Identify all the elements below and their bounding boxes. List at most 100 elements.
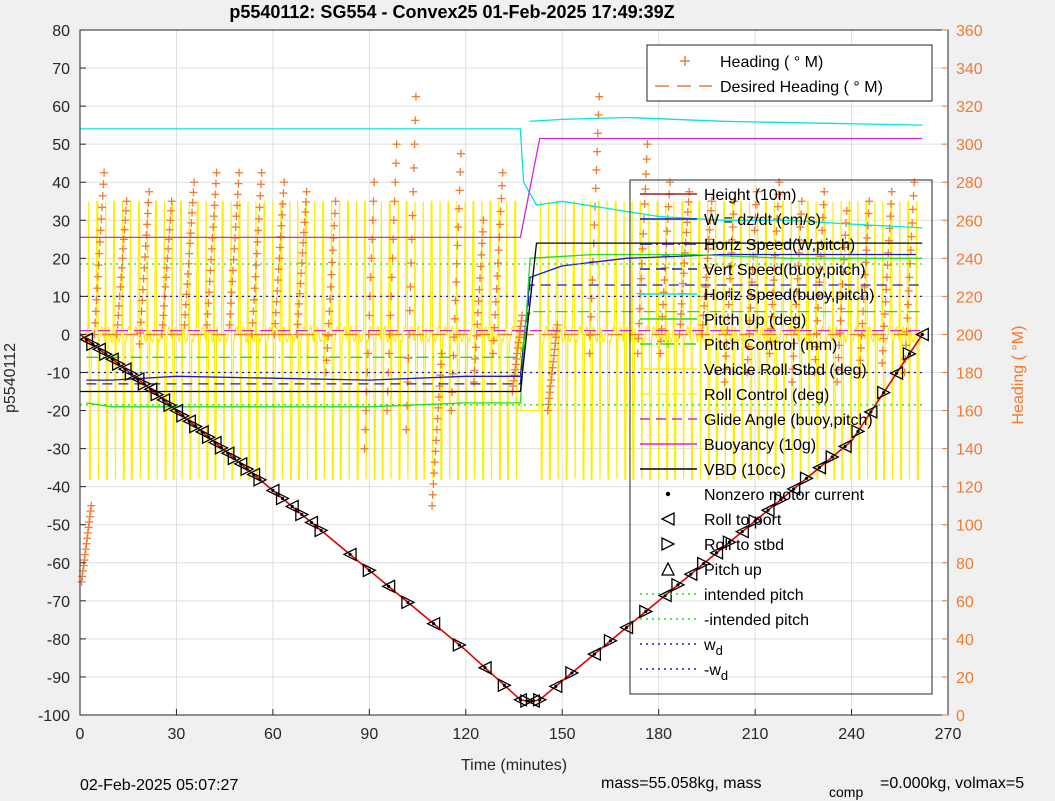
roll-stbd-marker xyxy=(163,398,178,413)
y-right-tick-label: 240 xyxy=(956,251,983,268)
y-right-tick-label: 320 xyxy=(956,99,983,116)
motor-current-dot xyxy=(882,390,886,395)
roll-stbd-marker xyxy=(639,604,654,619)
motor-current-dot xyxy=(290,504,294,509)
legend-label-text: Roll Control (deg) xyxy=(704,387,829,404)
y-right-tick-label: 360 xyxy=(956,23,983,40)
legend-main-label: Horiz Speed(W,pitch) xyxy=(704,237,855,254)
motor-current-dot xyxy=(608,639,613,643)
series-horiz-speed-buoy-pitch- xyxy=(80,128,923,229)
roll-port-marker xyxy=(265,483,280,498)
heading-burst xyxy=(855,197,874,377)
motor-current-dot xyxy=(432,622,436,626)
legend-main: Height (10m) W = dz/dt (cm/s) Horiz Speed(… xyxy=(629,179,933,695)
roll-stbd-marker xyxy=(497,678,512,693)
legend-main-label: Pitch up xyxy=(704,562,762,579)
y-tick-label: -80 xyxy=(47,632,70,649)
y-tick-label: -60 xyxy=(47,556,70,573)
footer-mass-b: =0.000kg, volmax=5 xyxy=(880,775,1024,792)
roll-stbd-marker xyxy=(401,595,416,610)
y-tick-label: 10 xyxy=(52,289,70,306)
legend-label-text: Roll to port xyxy=(704,512,782,529)
series-vbd-10cc- xyxy=(80,242,923,393)
x-axis-label: Time (minutes) xyxy=(461,757,567,774)
motor-current-dot xyxy=(309,520,314,525)
legend-label-text: -w xyxy=(704,662,721,679)
legend-label-text: Vert Speed(buoy,pitch) xyxy=(704,262,866,279)
roll-stbd-marker xyxy=(520,693,535,709)
y-right-tick-label: 60 xyxy=(956,594,974,611)
roll-stbd-marker xyxy=(671,577,686,592)
legend-label-text: Buoyancy (10g) xyxy=(704,437,816,454)
legend-label-text: Vehicle Roll Stbd (deg) xyxy=(704,362,867,379)
roll-stbd-marker xyxy=(603,633,618,648)
motor-current-dot xyxy=(644,609,648,614)
motor-current-dot xyxy=(483,666,487,670)
y-tick-label: 0 xyxy=(61,327,70,344)
motor-current-dot xyxy=(624,625,629,630)
legend-main-label: W = dz/dt (cm/s) xyxy=(704,212,821,229)
motor-current-dot xyxy=(817,466,822,470)
legend-main-label: Vehicle Roll Stbd (deg) xyxy=(704,362,867,379)
motor-current-dot xyxy=(856,429,860,433)
motor-current-dot xyxy=(319,528,323,533)
legend-label-text: Roll to stbd xyxy=(704,537,784,554)
roll-port-marker xyxy=(863,404,878,419)
y-right-axis-ticks: 3603403203002802602402202001801601401201… xyxy=(942,23,983,725)
motor-current-dot xyxy=(258,478,262,482)
y-right-tick-label: 280 xyxy=(956,175,983,192)
roll-port-marker xyxy=(426,616,441,631)
motor-current-dot xyxy=(830,455,834,459)
legend-label-subscript: d xyxy=(716,643,723,658)
y-right-tick-label: 40 xyxy=(956,632,974,649)
heading-burst xyxy=(788,197,806,387)
motor-current-dot xyxy=(348,552,352,557)
motor-current-dot xyxy=(367,568,371,572)
y-tick-label: 70 xyxy=(52,61,70,78)
motor-current-dot xyxy=(894,371,899,375)
heading-burst xyxy=(428,349,446,510)
roll-stbd-marker xyxy=(150,387,165,402)
motor-current-dot xyxy=(570,671,574,675)
motor-current-dot xyxy=(792,487,796,491)
heading-burst xyxy=(489,168,507,358)
roll-stbd-marker xyxy=(314,523,329,538)
heading-burst xyxy=(321,197,340,377)
roll-stbd-marker xyxy=(124,366,139,382)
legend-swatch-tri-left xyxy=(660,511,675,527)
y-right-tick-label: 80 xyxy=(956,556,974,573)
y-tick-label: -50 xyxy=(47,518,70,535)
roll-stbd-marker xyxy=(111,357,127,372)
roll-stbd-marker xyxy=(697,556,712,571)
series-buoyancy-10g- xyxy=(80,137,923,239)
y-tick-label: 80 xyxy=(52,23,70,40)
roll-stbd-marker xyxy=(253,472,268,487)
motor-current-dot xyxy=(129,372,134,376)
heading-burst xyxy=(402,92,420,434)
legend-main-label: Pitch Up (deg) xyxy=(704,312,806,329)
motor-current-dot xyxy=(280,496,285,501)
roll-port-marker xyxy=(657,588,672,603)
x-tick-label: 60 xyxy=(264,726,282,743)
legend-label-text: Pitch up xyxy=(704,562,762,579)
legend-label-text: Pitch Control (mm) xyxy=(704,337,837,354)
motor-current-dot xyxy=(168,403,172,407)
motor-current-dot xyxy=(753,519,757,523)
motor-current-dot xyxy=(804,476,809,480)
series-w-dz-dt-cm-s- xyxy=(86,253,916,381)
heading-burst xyxy=(810,187,829,377)
roll-stbd-marker xyxy=(214,440,229,455)
motor-current-dot xyxy=(502,683,506,687)
motor-current-dot xyxy=(155,392,159,397)
motor-current-dot xyxy=(689,572,693,576)
roll-port-marker xyxy=(381,579,396,594)
y-tick-label: -70 xyxy=(47,594,70,611)
motor-current-dot xyxy=(194,424,198,429)
y-right-tick-label: 220 xyxy=(956,289,983,306)
roll-stbd-marker xyxy=(722,535,737,550)
roll-stbd-marker xyxy=(189,419,204,434)
heading-burst xyxy=(225,168,244,329)
x-axis-ticks: 0 30 60 90 120 150 180 210 240 270 xyxy=(76,709,961,743)
heading-burst xyxy=(900,178,919,377)
y-tick-label: -100 xyxy=(38,708,70,725)
